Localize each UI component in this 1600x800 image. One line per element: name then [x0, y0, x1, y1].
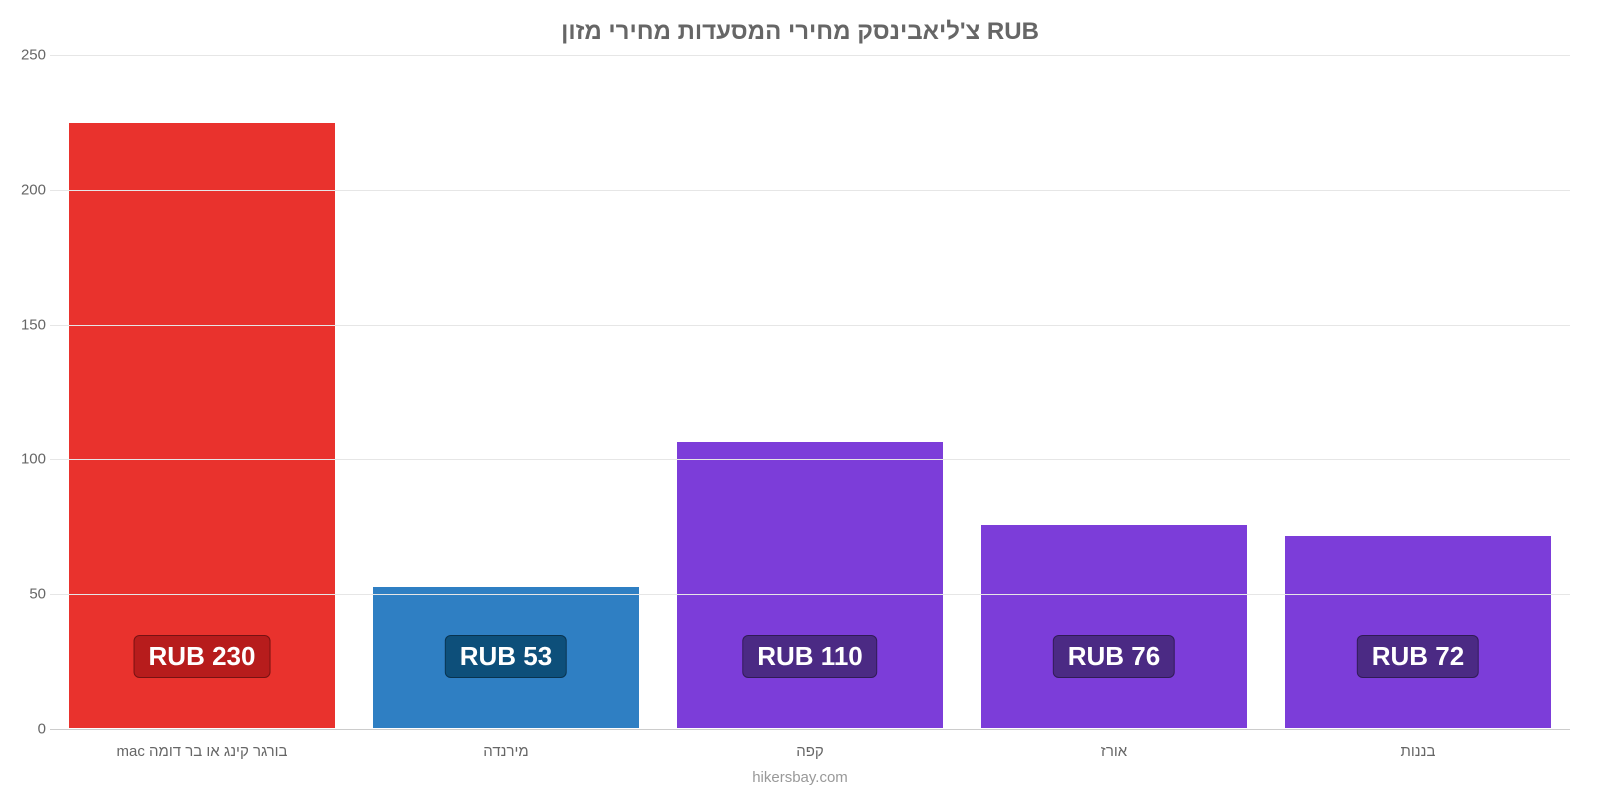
bar-slot: RUB 72: [1266, 55, 1570, 729]
bar: RUB 110: [676, 441, 944, 729]
plot-area: RUB 230RUB 53RUB 110RUB 76RUB 72 0501001…: [50, 55, 1570, 730]
bar: RUB 230: [68, 122, 336, 729]
y-tick-label: 100: [8, 451, 46, 468]
x-tick-label: מירנדה: [354, 743, 658, 760]
footer-credit: hikersbay.com: [0, 769, 1600, 786]
y-tick-label: 0: [8, 721, 46, 738]
bar: RUB 72: [1284, 535, 1552, 729]
x-tick-label: בורגר קינג או בר דומה mac: [50, 743, 354, 760]
gridline: [50, 459, 1570, 460]
x-tick-label: אורז: [962, 743, 1266, 760]
bar-slot: RUB 110: [658, 55, 962, 729]
bar-slot: RUB 76: [962, 55, 1266, 729]
value-badge: RUB 230: [134, 635, 271, 678]
gridline: [50, 594, 1570, 595]
gridline: [50, 325, 1570, 326]
gridline: [50, 55, 1570, 56]
bar: RUB 53: [372, 586, 640, 729]
bar-slot: RUB 230: [50, 55, 354, 729]
y-tick-label: 50: [8, 586, 46, 603]
value-badge: RUB 72: [1357, 635, 1479, 678]
bar-slot: RUB 53: [354, 55, 658, 729]
value-badge: RUB 76: [1053, 635, 1175, 678]
chart-title: צ'ליאבינסק מחירי המסעדות מחירי מזון RUB: [0, 0, 1600, 52]
y-tick-label: 150: [8, 316, 46, 333]
gridline: [50, 190, 1570, 191]
value-badge: RUB 53: [445, 635, 567, 678]
x-tick-label: בננות: [1266, 743, 1570, 760]
value-badge: RUB 110: [742, 635, 878, 678]
y-tick-label: 200: [8, 181, 46, 198]
y-tick-label: 250: [8, 47, 46, 64]
x-tick-label: קפה: [658, 743, 962, 760]
x-axis-labels: בורגר קינג או בר דומה macמירנדהקפהאורזבנ…: [50, 743, 1570, 760]
bar: RUB 76: [980, 524, 1248, 729]
